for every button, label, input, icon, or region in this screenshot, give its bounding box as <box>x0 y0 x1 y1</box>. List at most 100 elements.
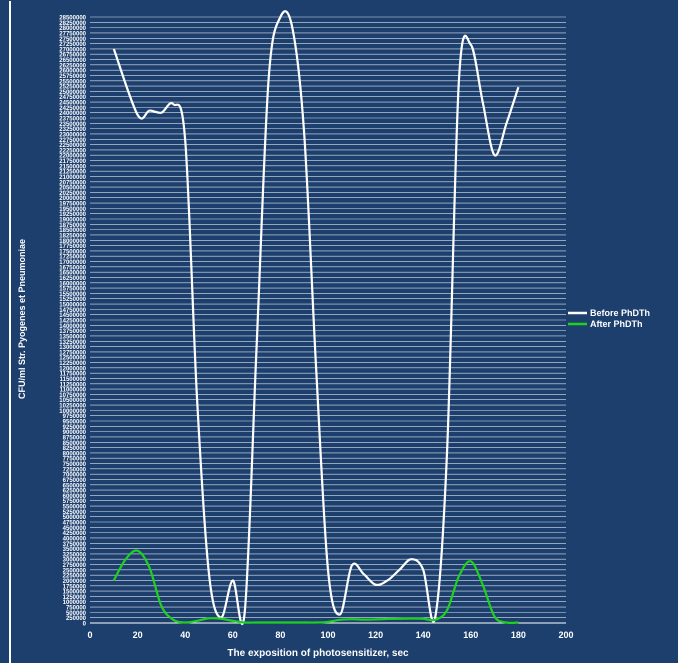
y-tick-label: 5000000 <box>63 515 87 521</box>
x-tick-label: 160 <box>463 630 478 640</box>
legend-label: After PhDTh <box>590 319 643 329</box>
y-tick-label: 23000000 <box>59 132 86 138</box>
y-tick-label: 25500000 <box>59 79 86 85</box>
x-tick-label: 0 <box>87 630 92 640</box>
y-tick-label: 24500000 <box>59 101 86 107</box>
y-tick-label: 13750000 <box>59 329 86 335</box>
y-tick-label: 9250000 <box>63 425 87 431</box>
y-tick-label: 18750000 <box>59 223 86 229</box>
y-tick-label: 18500000 <box>59 228 86 234</box>
y-tick-label: 21500000 <box>59 164 86 170</box>
x-tick-label: 140 <box>416 630 431 640</box>
y-tick-label: 21750000 <box>59 159 86 165</box>
y-tick-label: 4000000 <box>63 536 87 542</box>
y-tick-label: 11000000 <box>60 388 87 394</box>
y-tick-label: 20000000 <box>59 196 86 202</box>
y-tick-label: 17750000 <box>59 244 86 250</box>
y-tick-label: 1000000 <box>63 600 87 606</box>
y-tick-label: 12000000 <box>59 366 86 372</box>
y-tick-labels: 0250000500000750000100000012500001500000… <box>59 16 86 628</box>
y-tick-label: 1250000 <box>63 595 87 601</box>
y-tick-label: 6000000 <box>63 494 87 500</box>
y-tick-label: 5500000 <box>63 505 87 511</box>
y-tick-label: 23500000 <box>59 122 86 128</box>
y-tick-label: 4500000 <box>63 526 87 532</box>
y-tick-label: 22750000 <box>59 138 86 144</box>
y-tick-label: 19000000 <box>59 218 86 224</box>
y-tick-label: 21250000 <box>59 170 86 176</box>
y-tick-label: 19250000 <box>59 212 86 218</box>
y-tick-label: 15000000 <box>59 303 86 309</box>
y-tick-label: 27750000 <box>59 31 86 37</box>
y-tick-label: 16500000 <box>59 271 86 277</box>
y-tick-label: 8000000 <box>63 451 87 457</box>
y-tick-label: 6750000 <box>63 478 87 484</box>
y-tick-label: 27000000 <box>59 47 86 53</box>
y-tick-label: 8250000 <box>63 446 87 452</box>
x-tick-label: 100 <box>320 630 335 640</box>
y-tick-label: 12750000 <box>59 350 86 356</box>
x-tick-label: 180 <box>511 630 526 640</box>
y-tick-label: 26250000 <box>59 63 86 69</box>
y-tick-label: 22500000 <box>59 143 86 149</box>
x-tick-label: 80 <box>275 630 285 640</box>
y-tick-label: 250000 <box>66 616 87 622</box>
y-tick-label: 25000000 <box>59 90 86 96</box>
y-tick-label: 26000000 <box>59 69 86 75</box>
y-tick-label: 13250000 <box>59 340 86 346</box>
x-tick-label: 20 <box>133 630 143 640</box>
y-tick-label: 2250000 <box>63 574 87 580</box>
x-tick-label: 200 <box>558 630 573 640</box>
y-tick-label: 25750000 <box>59 74 86 80</box>
y-tick-label: 4750000 <box>63 521 87 527</box>
y-tick-label: 9000000 <box>63 430 87 436</box>
legend-label: Before PhDTh <box>590 308 650 318</box>
y-tick-label: 8500000 <box>63 441 87 447</box>
y-tick-label: 0 <box>83 622 87 628</box>
left-border-rule <box>9 1 11 664</box>
y-tick-label: 7000000 <box>63 473 87 479</box>
y-tick-label: 23750000 <box>59 117 86 123</box>
y-tick-label: 27250000 <box>59 42 86 48</box>
series-lines <box>112 10 520 625</box>
y-tick-label: 1500000 <box>63 590 87 596</box>
y-tick-label: 8750000 <box>63 435 87 441</box>
y-tick-label: 10750000 <box>59 393 86 399</box>
y-tick-label: 28250000 <box>59 21 86 27</box>
y-tick-label: 16750000 <box>59 265 86 271</box>
series-line-before <box>112 10 520 625</box>
y-tick-label: 20750000 <box>59 180 86 186</box>
y-tick-label: 14500000 <box>59 313 86 319</box>
y-tick-label: 3250000 <box>63 552 87 558</box>
y-tick-label: 5750000 <box>63 499 87 505</box>
y-tick-label: 20500000 <box>59 186 86 192</box>
y-tick-label: 10250000 <box>59 404 86 410</box>
y-tick-label: 18250000 <box>59 233 86 239</box>
y-tick-label: 26750000 <box>59 53 86 59</box>
x-tick-labels: 0 20 40 60 80 100 120 140 160 180 200 <box>87 630 573 640</box>
y-tick-label: 16000000 <box>59 281 86 287</box>
y-tick-label: 11250000 <box>60 382 87 388</box>
y-tick-label: 19500000 <box>59 207 86 213</box>
y-tick-label: 4250000 <box>63 531 87 537</box>
y-tick-label: 10500000 <box>59 398 86 404</box>
y-tick-label: 14250000 <box>59 319 86 325</box>
y-tick-label: 24250000 <box>59 106 86 112</box>
y-tick-label: 15250000 <box>59 297 86 303</box>
x-axis-title: The exposition of photosensitizer, sec <box>227 648 409 659</box>
y-tick-label: 2750000 <box>63 563 87 569</box>
y-tick-label: 21000000 <box>59 175 86 181</box>
y-tick-label: 7750000 <box>63 457 87 463</box>
y-tick-label: 5250000 <box>63 510 87 516</box>
y-tick-label: 13000000 <box>59 345 86 351</box>
y-tick-label: 11750000 <box>60 372 87 378</box>
y-tick-label: 6500000 <box>63 483 87 489</box>
y-tick-label: 2000000 <box>63 579 87 585</box>
y-tick-label: 9500000 <box>63 420 87 426</box>
y-tick-label: 18000000 <box>59 239 86 245</box>
y-axis-title: CFU/ml Str. Pyogenes et Pneumoniae <box>17 239 27 399</box>
y-tick-label: 14000000 <box>59 324 86 330</box>
